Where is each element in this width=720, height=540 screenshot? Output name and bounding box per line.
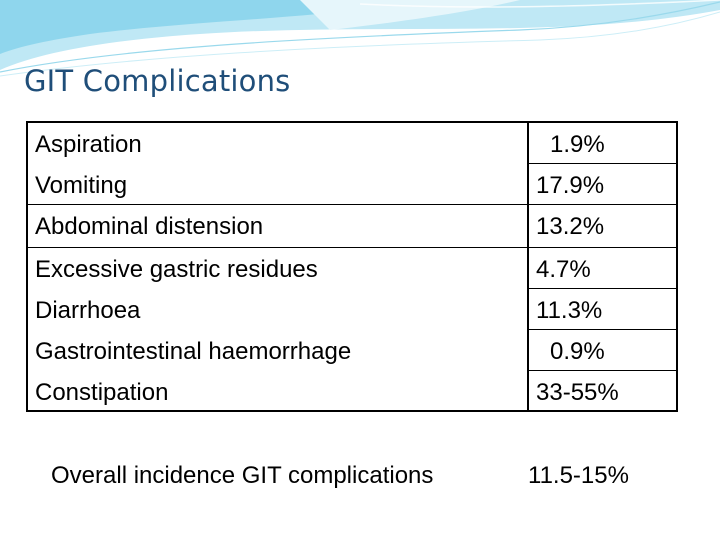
table-row-label: Abdominal distension	[35, 213, 264, 240]
table-row-value: 4.7%	[536, 256, 591, 283]
table-row-value: 33-55%	[536, 379, 619, 406]
slide-title: GIT Complications	[24, 64, 291, 98]
header-swoosh-decoration	[0, 0, 720, 77]
row-divider	[527, 288, 678, 289]
row-divider	[527, 329, 678, 330]
table-row-value: 1.9%	[550, 131, 605, 158]
table-row-value: 17.9%	[536, 172, 605, 199]
table-row-value: 13.2%	[536, 213, 605, 240]
row-divider	[527, 163, 678, 164]
table-row-label: Vomiting	[35, 172, 128, 199]
overall-incidence-value: 11.5-15%	[528, 462, 629, 489]
row-divider	[527, 370, 678, 371]
table-row-label: Aspiration	[35, 131, 142, 158]
overall-incidence-label: Overall incidence GIT complications	[51, 462, 434, 489]
table-row-label: Excessive gastric residues	[35, 256, 318, 283]
table-row-value: 11.3%	[536, 297, 603, 324]
row-divider	[28, 204, 678, 205]
row-divider	[28, 247, 678, 248]
table-row-label: Constipation	[35, 379, 169, 406]
complications-table: Aspiration Vomiting Abdominal distension…	[26, 121, 678, 412]
table-row-label: Diarrhoea	[35, 297, 141, 324]
table-row-value: 0.9%	[550, 338, 605, 365]
table-row-label: Gastrointestinal haemorrhage	[35, 338, 352, 365]
column-divider	[527, 123, 529, 410]
